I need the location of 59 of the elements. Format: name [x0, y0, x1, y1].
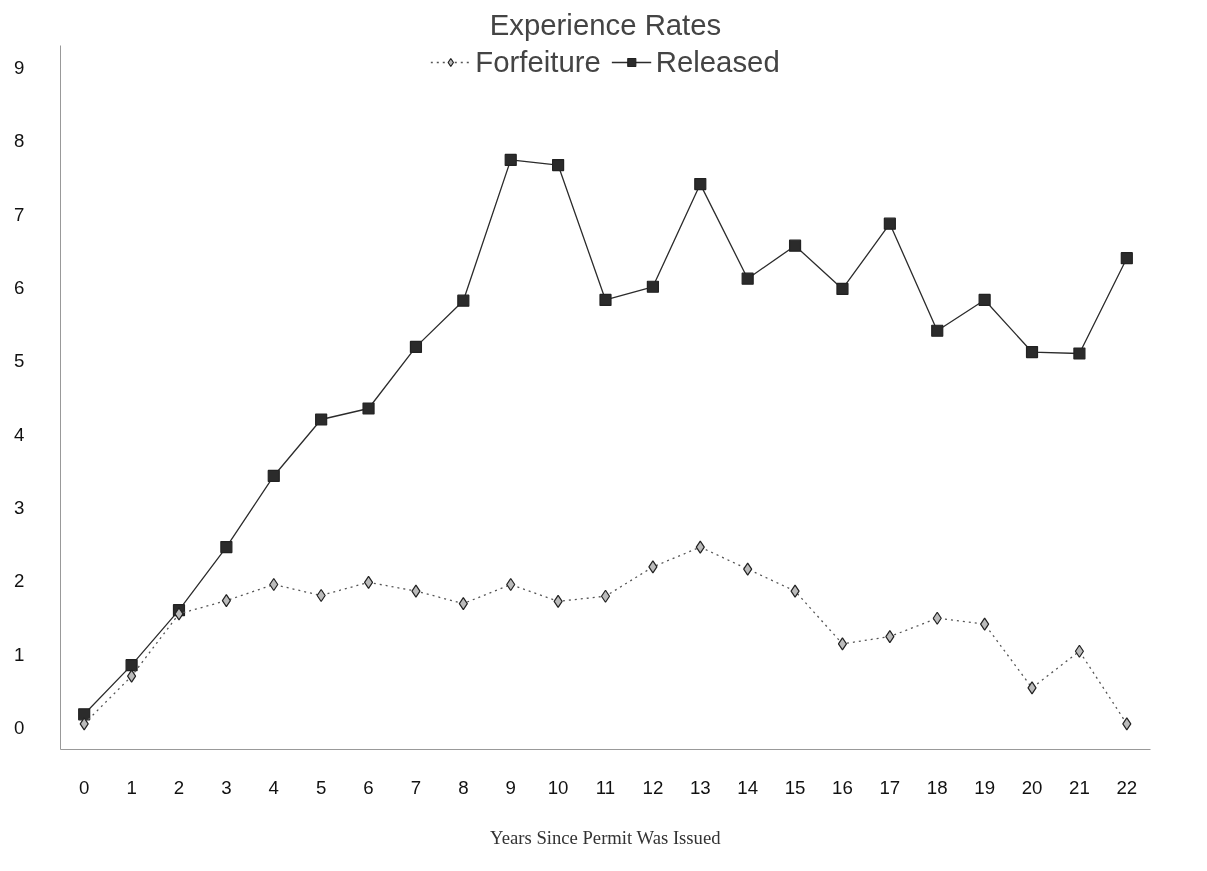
x-tick-label: 20: [1021, 776, 1043, 798]
x-tick-label: 21: [1069, 776, 1090, 798]
x-tick-label: 0: [79, 776, 90, 798]
point: [552, 158, 565, 172]
chart-title: Experience Rates: [489, 7, 722, 41]
y-tick-label: 7: [14, 203, 25, 225]
point: [1120, 252, 1133, 265]
legend-label: Forfeiture: [475, 45, 601, 79]
x-tick-label: 16: [832, 776, 853, 798]
point: [788, 239, 802, 252]
x-tick-label: 19: [974, 776, 996, 798]
legend-label: Released: [655, 45, 780, 79]
y-tick-label: 6: [14, 277, 25, 298]
x-tick-label: 1: [126, 776, 137, 798]
y-tick-label: 1: [14, 643, 25, 665]
x-tick-label: 4: [268, 776, 279, 798]
point: [220, 541, 233, 554]
x-tick-label: 12: [642, 776, 664, 798]
x-tick-label: 17: [879, 776, 901, 798]
x-axis-title: Years Since Permit Was Issued: [490, 826, 722, 848]
point: [315, 413, 328, 426]
x-tick-label: 18: [926, 776, 948, 798]
point: [883, 217, 896, 230]
y-tick-label: 3: [14, 497, 25, 518]
point: [978, 293, 991, 307]
y-tick-label: 5: [14, 350, 25, 372]
point: [362, 402, 375, 415]
x-tick-label: 8: [458, 776, 469, 798]
point: [836, 282, 849, 296]
point: [1073, 347, 1086, 360]
x-tick-label: 22: [1116, 776, 1138, 798]
x-tick-label: 14: [737, 776, 759, 798]
x-tick-label: 15: [784, 776, 806, 798]
point: [599, 293, 612, 307]
point: [1025, 345, 1039, 359]
x-tick-label: 13: [689, 776, 711, 798]
point: [931, 324, 944, 337]
point: [78, 708, 91, 721]
point: [741, 272, 754, 285]
y-tick-label: 8: [14, 130, 25, 152]
point: [125, 659, 138, 672]
x-tick-label: 9: [505, 776, 516, 798]
x-tick-label: 5: [315, 776, 327, 798]
x-tick-label: 7: [410, 776, 422, 798]
y-tick-label: 9: [14, 57, 25, 78]
point: [646, 280, 659, 293]
y-tick-label: 0: [14, 717, 25, 738]
x-tick-label: 6: [363, 776, 374, 798]
x-tick-label: 3: [221, 776, 232, 798]
y-tick-label: 4: [14, 423, 25, 445]
x-tick-label: 2: [173, 776, 185, 798]
point: [267, 469, 280, 483]
x-tick-label: 10: [547, 776, 569, 798]
point: [409, 340, 423, 353]
x-tick-label: 11: [595, 776, 616, 798]
point: [457, 294, 470, 307]
point: [694, 178, 707, 191]
y-tick-label: 2: [14, 570, 25, 592]
point: [504, 153, 517, 166]
